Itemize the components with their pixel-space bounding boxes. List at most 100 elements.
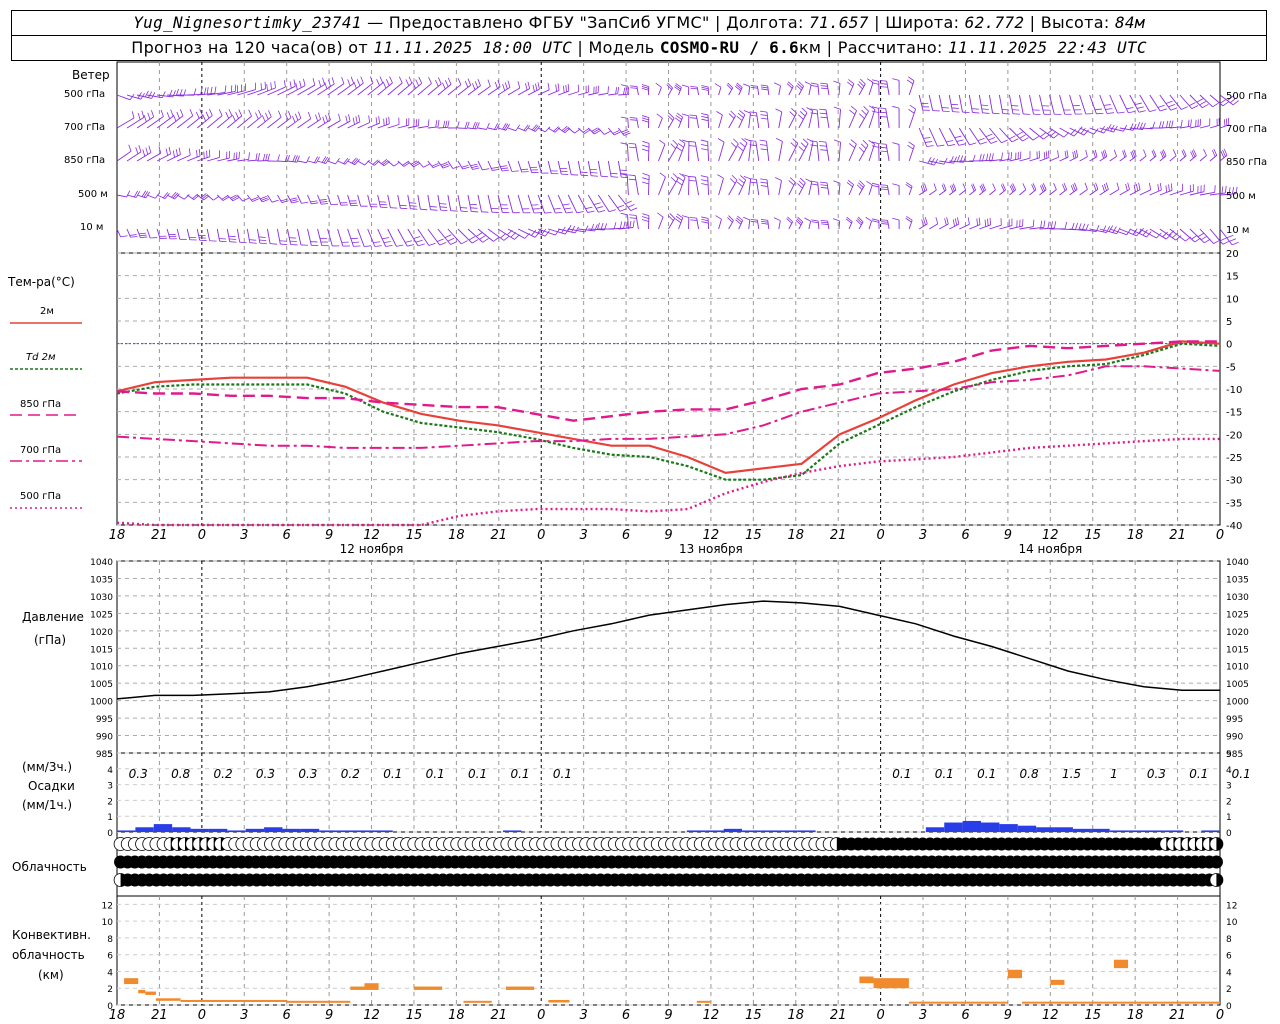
wind-barb [527,88,540,96]
temp-xtick-label: 6 [961,528,969,543]
wind-barb-feather [740,175,746,181]
wind-barb-feather [676,146,683,152]
precip-ytick-right: 1 [1226,813,1232,823]
wind-barb [307,84,325,96]
wind-barb [718,141,725,162]
wind-barb-feather [739,110,746,116]
wind-barb [297,194,302,204]
calc-time: 11.11.2025 22:43 UTC [948,38,1147,57]
wind-barb [1139,127,1153,130]
conv-label-1: Конвективн. [12,928,91,942]
wind-barb [578,91,589,96]
conv-ytick-right: 12 [1226,901,1237,911]
wind-barb [548,228,566,235]
wind-barb-feather [860,78,866,85]
temp-ytick-right: 5 [1226,317,1232,328]
wind-barb-feather [641,87,649,91]
wind-barb-feather [736,217,743,223]
wind-barb [1049,94,1055,115]
wind-barb-feather [849,109,856,115]
precip-bar [723,828,743,832]
wind-barb [287,117,302,129]
wind-barb [477,194,482,212]
wind-barb-feather [688,176,696,178]
wind-barb [377,123,390,129]
wind-barb-feather [331,77,335,85]
wind-barb [658,216,664,230]
pressure-ytick-left: 1025 [90,610,113,620]
wind-barb-feather [738,178,745,184]
wind-barb [216,228,221,242]
wind-barb-feather [352,117,355,125]
temp-ytick-right: -25 [1226,453,1242,464]
wind-barb-feather [192,193,199,199]
precip-bar [172,827,191,832]
wind-barb-feather [849,143,856,149]
wind-barb [695,115,700,129]
wind-barb [216,194,224,201]
wind-barb-feather [760,86,769,89]
wind-barb-feather [1106,112,1115,114]
wind-barb [738,87,743,96]
wind-barb-feather [1191,105,1199,109]
wind-barb-feather [1190,151,1194,159]
wind-barb [327,194,332,205]
wind-barb-feather [962,183,967,191]
wind-barb-feather [1232,100,1239,106]
wind-barb [156,194,166,200]
wind-barb [1189,191,1205,196]
wind-barb-feather [456,121,460,129]
wind-barb-feather [148,91,153,98]
wind-barb-feather [168,146,172,154]
wind-barb [186,194,195,200]
wind-barb [1039,227,1055,230]
wind-barb-feather [184,194,190,200]
conv-ytick-right: 0 [1226,1002,1232,1012]
wind-barb [307,194,312,204]
wind-barb [217,157,230,162]
wind-barb-feather [1204,238,1211,244]
wind-barb [597,127,605,135]
wind-barb-feather [613,131,621,136]
wind-barb [1079,228,1097,233]
wind-barb [989,189,996,196]
wind-barb-feather [833,80,841,84]
wind-barb-feather [880,150,888,153]
wind-barb [487,228,505,241]
wind-barb [267,86,286,96]
wind-barb-feather [279,240,287,242]
wind-barb-feather [492,168,500,171]
wind-barb-feather [1117,111,1125,114]
precip-bar [190,828,209,832]
conv-cloud-bar [413,986,443,990]
wind-barb-feather [317,112,321,120]
wind-barb [979,159,993,162]
wind-barb-feather [990,140,998,144]
wind-barb-feather [280,198,288,202]
wind-barb-feather [296,155,300,163]
wind-barb [587,194,599,213]
wind-barb-feather [679,172,686,178]
wind-barb-feather [389,76,393,84]
wind-barb [477,127,487,130]
precip-3h-value: 0.1 [468,767,487,781]
precip-bar [705,830,724,832]
wind-barb-feather [988,137,995,141]
wind-barb [1019,127,1034,141]
precip-bar [1164,830,1184,832]
wind-barb-feather [445,120,448,128]
wind-barb [766,112,770,129]
wind-barb-feather [1040,132,1047,138]
wind-barb [377,194,381,208]
wind-barb-feather [1103,104,1111,106]
wind-barb-feather [158,146,162,154]
legend-td-label: Td 2м [26,352,56,363]
wind-barb [116,150,132,162]
wind-barb [527,160,533,173]
wind-barb-feather [750,218,758,221]
wind-barb [337,82,354,96]
wind-barb-feather [593,202,601,206]
wind-barb-feather [261,115,266,122]
conv-cloud-bar [155,998,181,1001]
temp-xtick-label: 3 [240,528,248,543]
